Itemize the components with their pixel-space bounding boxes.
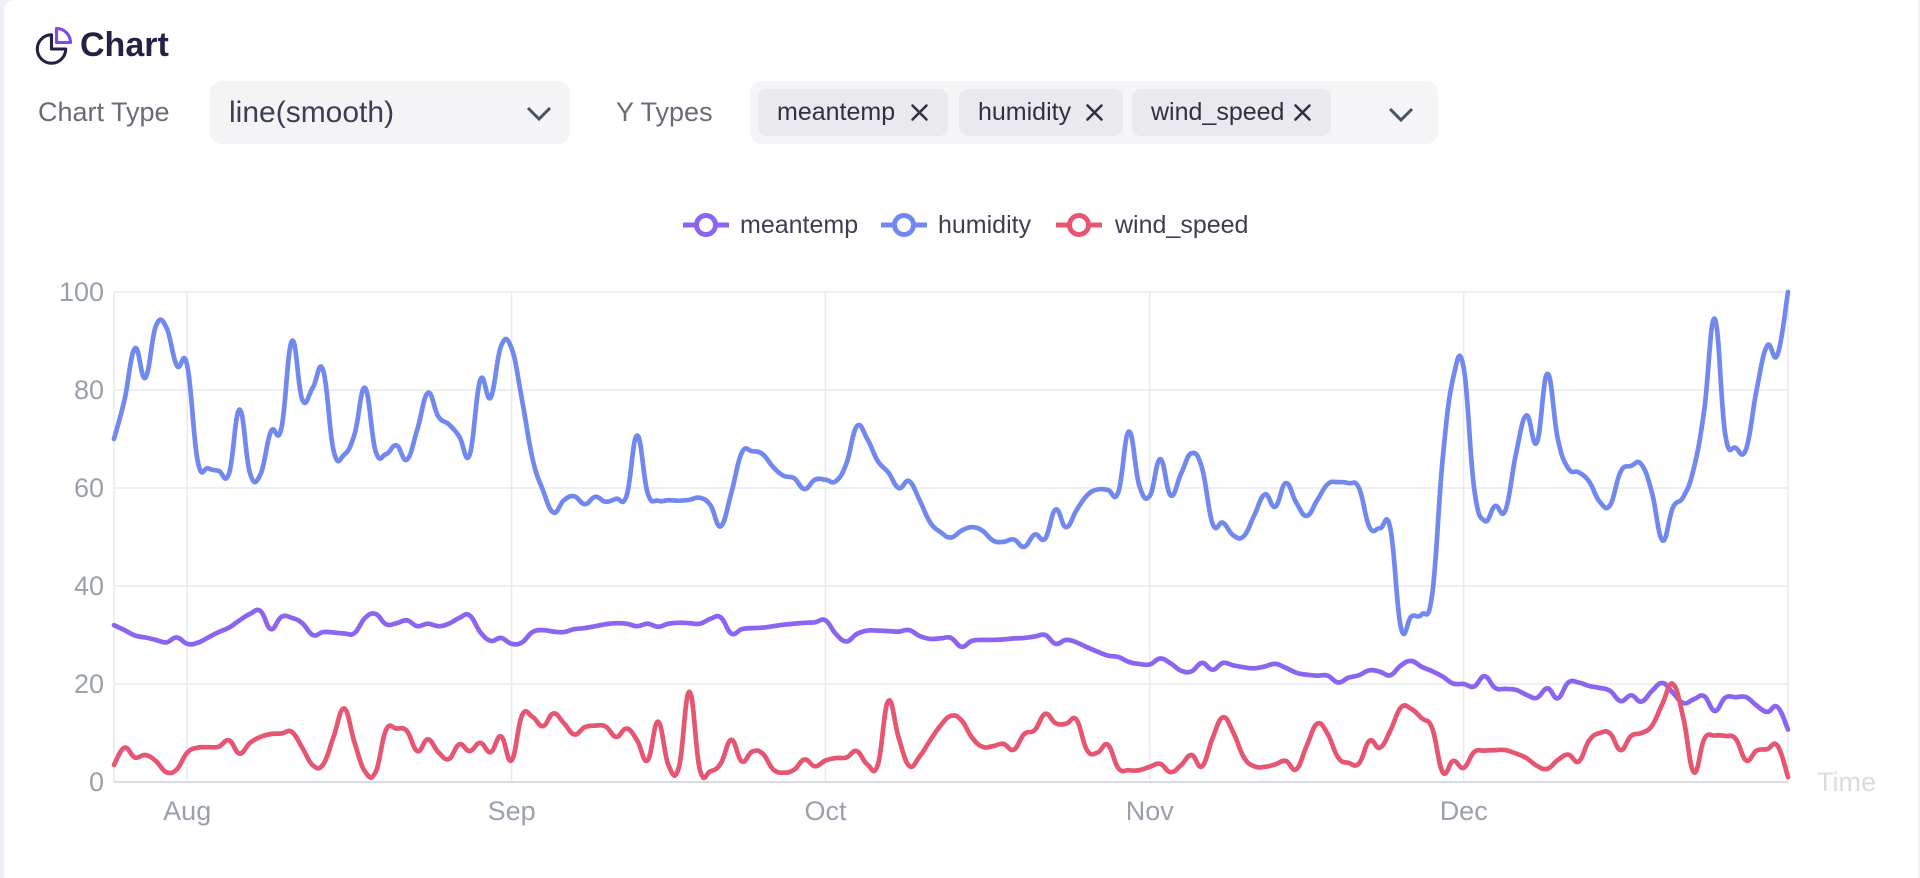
svg-text:Time: Time <box>1817 767 1876 797</box>
svg-text:Sep: Sep <box>488 796 536 826</box>
svg-text:Aug: Aug <box>163 796 211 826</box>
svg-text:60: 60 <box>74 473 104 503</box>
svg-text:40: 40 <box>74 571 104 601</box>
svg-text:0: 0 <box>89 767 104 797</box>
svg-text:Nov: Nov <box>1126 796 1175 826</box>
svg-text:Oct: Oct <box>804 796 847 826</box>
svg-text:Dec: Dec <box>1440 796 1488 826</box>
svg-text:80: 80 <box>74 375 104 405</box>
svg-text:20: 20 <box>74 669 104 699</box>
svg-text:100: 100 <box>59 277 104 307</box>
